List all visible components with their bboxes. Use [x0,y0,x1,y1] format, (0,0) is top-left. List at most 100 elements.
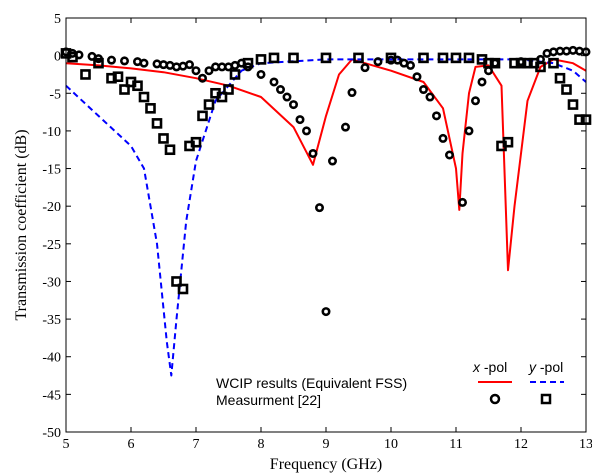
data-point-meas_x [425,92,435,102]
legend-header-x-pol: x -pol [472,359,507,375]
data-point-meas_y [151,118,163,129]
legend-header-y-italic: y [528,359,537,375]
y-tick-label: -30 [42,275,61,290]
data-point-meas_y [106,72,117,84]
data-point-meas_y [502,136,514,148]
data-point-meas_y [463,52,475,64]
data-point-meas_x [204,66,214,76]
data-point-meas_y [509,57,520,69]
data-point-meas_y [567,99,579,110]
data-point-meas_y [522,57,533,69]
data-point-meas_y [223,84,234,95]
y-tick-label: -15 [42,163,61,178]
x-tick-label: 6 [128,437,135,452]
data-point-meas_y [164,144,176,156]
data-point-meas_y [197,110,208,122]
x-tick-label: 10 [384,437,398,452]
data-point-meas_x [275,85,285,95]
plot-frame [65,17,587,433]
x-tick-label: 5 [63,437,70,452]
data-point-meas_y [418,52,429,64]
data-point-meas_x [185,60,195,70]
data-point-meas_x [470,96,480,106]
data-point-meas_y [216,91,228,103]
data-point-meas_x [282,92,292,102]
y-axis-title: Transmission coefficient (dB) [13,129,30,320]
data-point-meas_x [444,150,454,160]
legend-swatch-meas-x [489,393,501,405]
x-tick-label: 8 [258,437,265,452]
data-point-meas_x [464,126,474,136]
y-tick-label: -35 [42,313,61,328]
y-tick-label: 5 [54,12,61,27]
x-tick-label: 12 [514,437,528,452]
y-tick-label: -50 [42,426,61,441]
x-tick-label: 7 [193,437,200,452]
data-point-meas_x [269,77,279,87]
series-layer [65,58,587,377]
data-point-meas_x [301,126,311,136]
data-point-meas_x [431,111,441,121]
data-point-meas_y [229,69,241,80]
data-point-meas_x [107,55,117,65]
data-point-meas_y [112,71,124,83]
data-point-meas_y [93,57,104,69]
data-point-meas_y [255,54,267,65]
data-point-meas_y [67,51,78,63]
data-point-meas_y [132,80,143,92]
legend: WCIP results (Equivalent FSS) Measurment… [216,359,564,408]
x-tick-label: 9 [323,437,330,452]
data-point-meas_y [138,91,150,103]
data-point-meas_y [177,283,189,295]
y-tick-label: 0 [54,50,61,65]
data-point-meas_x [288,100,298,110]
data-point-meas_x [340,122,350,132]
data-point-meas_x [321,307,331,317]
data-point-meas_x [327,156,337,166]
marker-layer [60,45,592,317]
data-point-meas_y [80,69,91,80]
data-point-meas_y [145,103,156,114]
legend-header-x-italic: x [472,359,481,375]
data-point-meas_y [515,57,527,69]
data-point-meas_y [190,136,202,148]
legend-label-wcip: WCIP results (Equivalent FSS) [216,375,407,391]
legend-header-y-pol: y -pol [528,359,563,375]
y-tick-label: -10 [42,125,61,140]
data-point-meas_x [120,56,130,66]
data-point-meas_y [171,276,182,287]
x-tick-label: 13 [579,437,592,452]
data-point-meas_x [457,197,467,207]
data-point-meas_y [489,57,501,69]
legend-label-measurement: Measurment [22] [216,392,321,408]
y-tick-label: -45 [42,388,61,403]
data-point-meas_y [450,52,462,64]
y-tick-label: -25 [42,238,61,253]
data-point-meas_y [535,61,546,73]
data-point-meas_y [268,52,280,64]
data-point-meas_y [385,52,397,64]
data-point-meas_y [483,57,494,69]
data-point-meas_y [548,57,559,69]
y-tick-label: -20 [42,200,61,215]
data-point-meas_y [288,52,299,64]
data-point-meas_x [256,69,266,79]
data-point-meas_y [353,52,364,64]
data-point-meas_x [373,57,383,67]
series-line-wcip_x [65,58,587,272]
legend-swatch-meas-y [540,393,552,405]
data-point-meas_y [554,72,566,84]
data-point-meas_y [158,133,169,144]
tick-layer: 5 6 7 8 9 10 11 12 13 5 0 -5 -10 -15 -20 -25 -30 -35 -40 -4… [42,12,592,452]
data-point-meas_x [438,133,448,143]
data-point-meas_y [574,114,585,125]
x-tick-label: 11 [449,437,462,452]
data-point-meas_x [477,77,487,87]
data-point-meas_x [295,115,305,125]
series-line-wcip_y [65,58,587,377]
data-point-meas_x [418,85,428,95]
legend-header-y-rest: -pol [536,359,563,375]
data-point-meas_x [198,73,208,83]
y-tick-label: -5 [49,87,61,102]
legend-header-x-rest: -pol [480,359,507,375]
